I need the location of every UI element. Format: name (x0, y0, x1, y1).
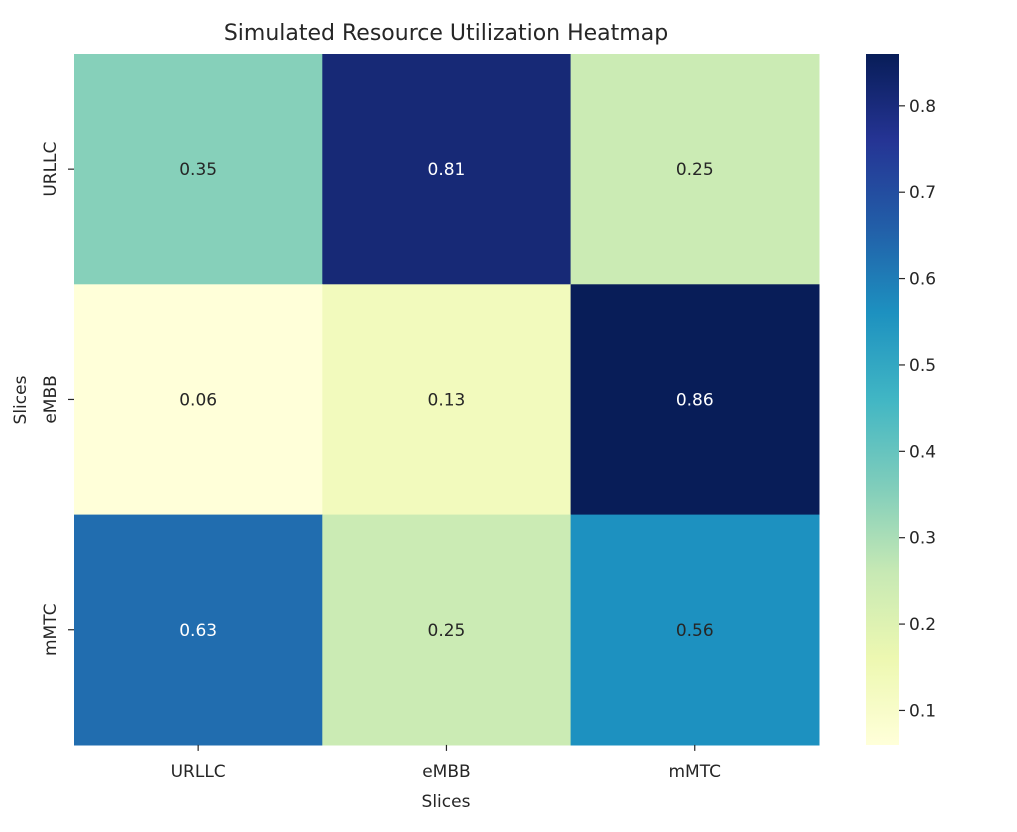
heatmap-cells (74, 54, 820, 746)
y-tick-label: mMTC (41, 604, 61, 657)
cell-value-label: 0.81 (428, 160, 466, 180)
colorbar-tick-label: 0.2 (909, 615, 936, 635)
colorbar-tick-label: 0.6 (909, 270, 936, 290)
colorbar-tick-label: 0.3 (909, 529, 936, 549)
colorbar-tick-label: 0.8 (909, 97, 936, 117)
cell-value-label: 0.56 (676, 621, 714, 641)
colorbar (866, 54, 899, 745)
cell-value-label: 0.25 (428, 621, 466, 641)
colorbar-tick-label: 0.7 (909, 183, 936, 203)
cell-value-label: 0.35 (179, 160, 217, 180)
colorbar-tick-label: 0.4 (909, 442, 936, 462)
x-axis-label: Slices (422, 792, 471, 812)
heatmap-cell (74, 54, 323, 285)
heatmap-cell (570, 284, 820, 516)
y-axis-label: Slices (11, 375, 31, 424)
x-tick-label: URLLC (171, 762, 226, 782)
y-axis-ticks: URLLC eMBB mMTC (41, 142, 74, 656)
cell-value-label: 0.06 (179, 390, 217, 410)
y-tick-label: URLLC (41, 142, 61, 197)
heatmap-cell (322, 54, 572, 285)
heatmap-cell (74, 284, 323, 516)
x-axis-ticks: URLLC eMBB mMTC (171, 744, 722, 782)
heatmap-cell (322, 284, 572, 516)
heatmap-annotations: 0.35 0.81 0.25 0.06 0.13 0.86 0.63 0.25 0.56 (179, 160, 713, 641)
cell-value-label: 0.86 (676, 390, 714, 410)
cell-value-label: 0.25 (676, 160, 714, 180)
y-tick-label: eMBB (41, 375, 61, 423)
heatmap-cell (570, 54, 820, 285)
cell-value-label: 0.63 (179, 621, 217, 641)
colorbar-tick-label: 0.1 (909, 701, 936, 721)
cell-value-label: 0.13 (428, 390, 466, 410)
x-tick-label: mMTC (669, 762, 722, 782)
heatmap-cell (570, 514, 820, 746)
x-tick-label: eMBB (422, 762, 470, 782)
heatmap-cell (322, 514, 572, 746)
colorbar-tick-label: 0.5 (909, 356, 936, 376)
heatmap-cell (74, 514, 323, 746)
chart-title: Simulated Resource Utilization Heatmap (224, 21, 668, 46)
colorbar-ticks: 0.1 0.2 0.3 0.4 0.5 0.6 0.7 0.8 (899, 97, 936, 721)
